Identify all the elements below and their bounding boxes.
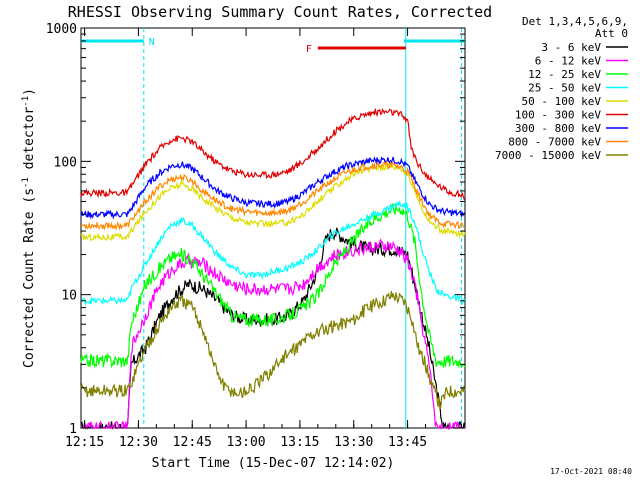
series-line-6 [80, 108, 466, 201]
series-line-7 [80, 156, 466, 220]
legend-label: 800 - 7000 keV [508, 136, 601, 149]
y-axis-label-main: Corrected Count Rate (s [22, 188, 37, 368]
legend-label: 300 - 800 keV [515, 122, 601, 135]
legend-label: 3 - 6 keV [541, 41, 601, 54]
legend-label: 100 - 300 keV [515, 109, 601, 122]
series-line-5 [80, 160, 466, 242]
legend-label: 6 - 12 keV [535, 55, 602, 68]
x-tick-label: 13:00 [227, 435, 266, 450]
x-tick-label: 13:30 [334, 435, 373, 450]
y-tick-label: 1 [69, 422, 77, 437]
y-tick-label: 100 [54, 155, 77, 170]
legend-label: 25 - 50 keV [528, 82, 601, 95]
y-axis-label-sup2: -1 [21, 96, 31, 107]
x-tick-label: 12:15 [65, 435, 104, 450]
timestamp: 17-Oct-2021 08:40 [550, 467, 632, 476]
series-line-2 [81, 238, 466, 431]
legend-header-line-1: Det 1,3,4,5,6,9, [522, 15, 628, 28]
series-line-4 [80, 201, 466, 307]
plot-frame [80, 27, 466, 429]
legend-label: 7000 - 15000 keV [495, 149, 601, 162]
data-series [80, 108, 466, 431]
y-axis-label: Corrected Count Rate (s-1 detector-1) [21, 88, 37, 368]
x-tick-label: 13:15 [280, 435, 319, 450]
legend-label: 12 - 25 keV [528, 68, 601, 81]
y-axis-label-end: ) [22, 88, 37, 96]
night-marker-label: N [149, 37, 155, 48]
series-line-9 [80, 290, 466, 410]
x-tick-label: 12:30 [119, 435, 158, 450]
y-tick-label: 1000 [46, 22, 77, 37]
y-axis-label-sup1: -1 [21, 177, 31, 188]
x-axis-label: Start Time (15-Dec-07 12:14:02) [152, 456, 395, 471]
legend-header-line-2: Att 0 [595, 27, 628, 40]
flare-marker-label: F [306, 44, 312, 55]
night-flare-markers: NF [81, 28, 465, 428]
x-tick-label: 12:45 [173, 435, 212, 450]
legend-label: 50 - 100 keV [522, 95, 602, 108]
series-line-3 [80, 202, 466, 369]
y-tick-label: 10 [61, 289, 77, 304]
series-line-8 [81, 160, 466, 231]
chart-title: RHESSI Observing Summary Count Rates, Co… [68, 3, 492, 21]
axes: 12:15 12:30 12:45 13:00 13:15 13:30 13:45 1 10 10… [46, 22, 465, 450]
x-tick-label: 13:45 [388, 435, 427, 450]
y-axis-label-mid: detector [22, 107, 37, 178]
